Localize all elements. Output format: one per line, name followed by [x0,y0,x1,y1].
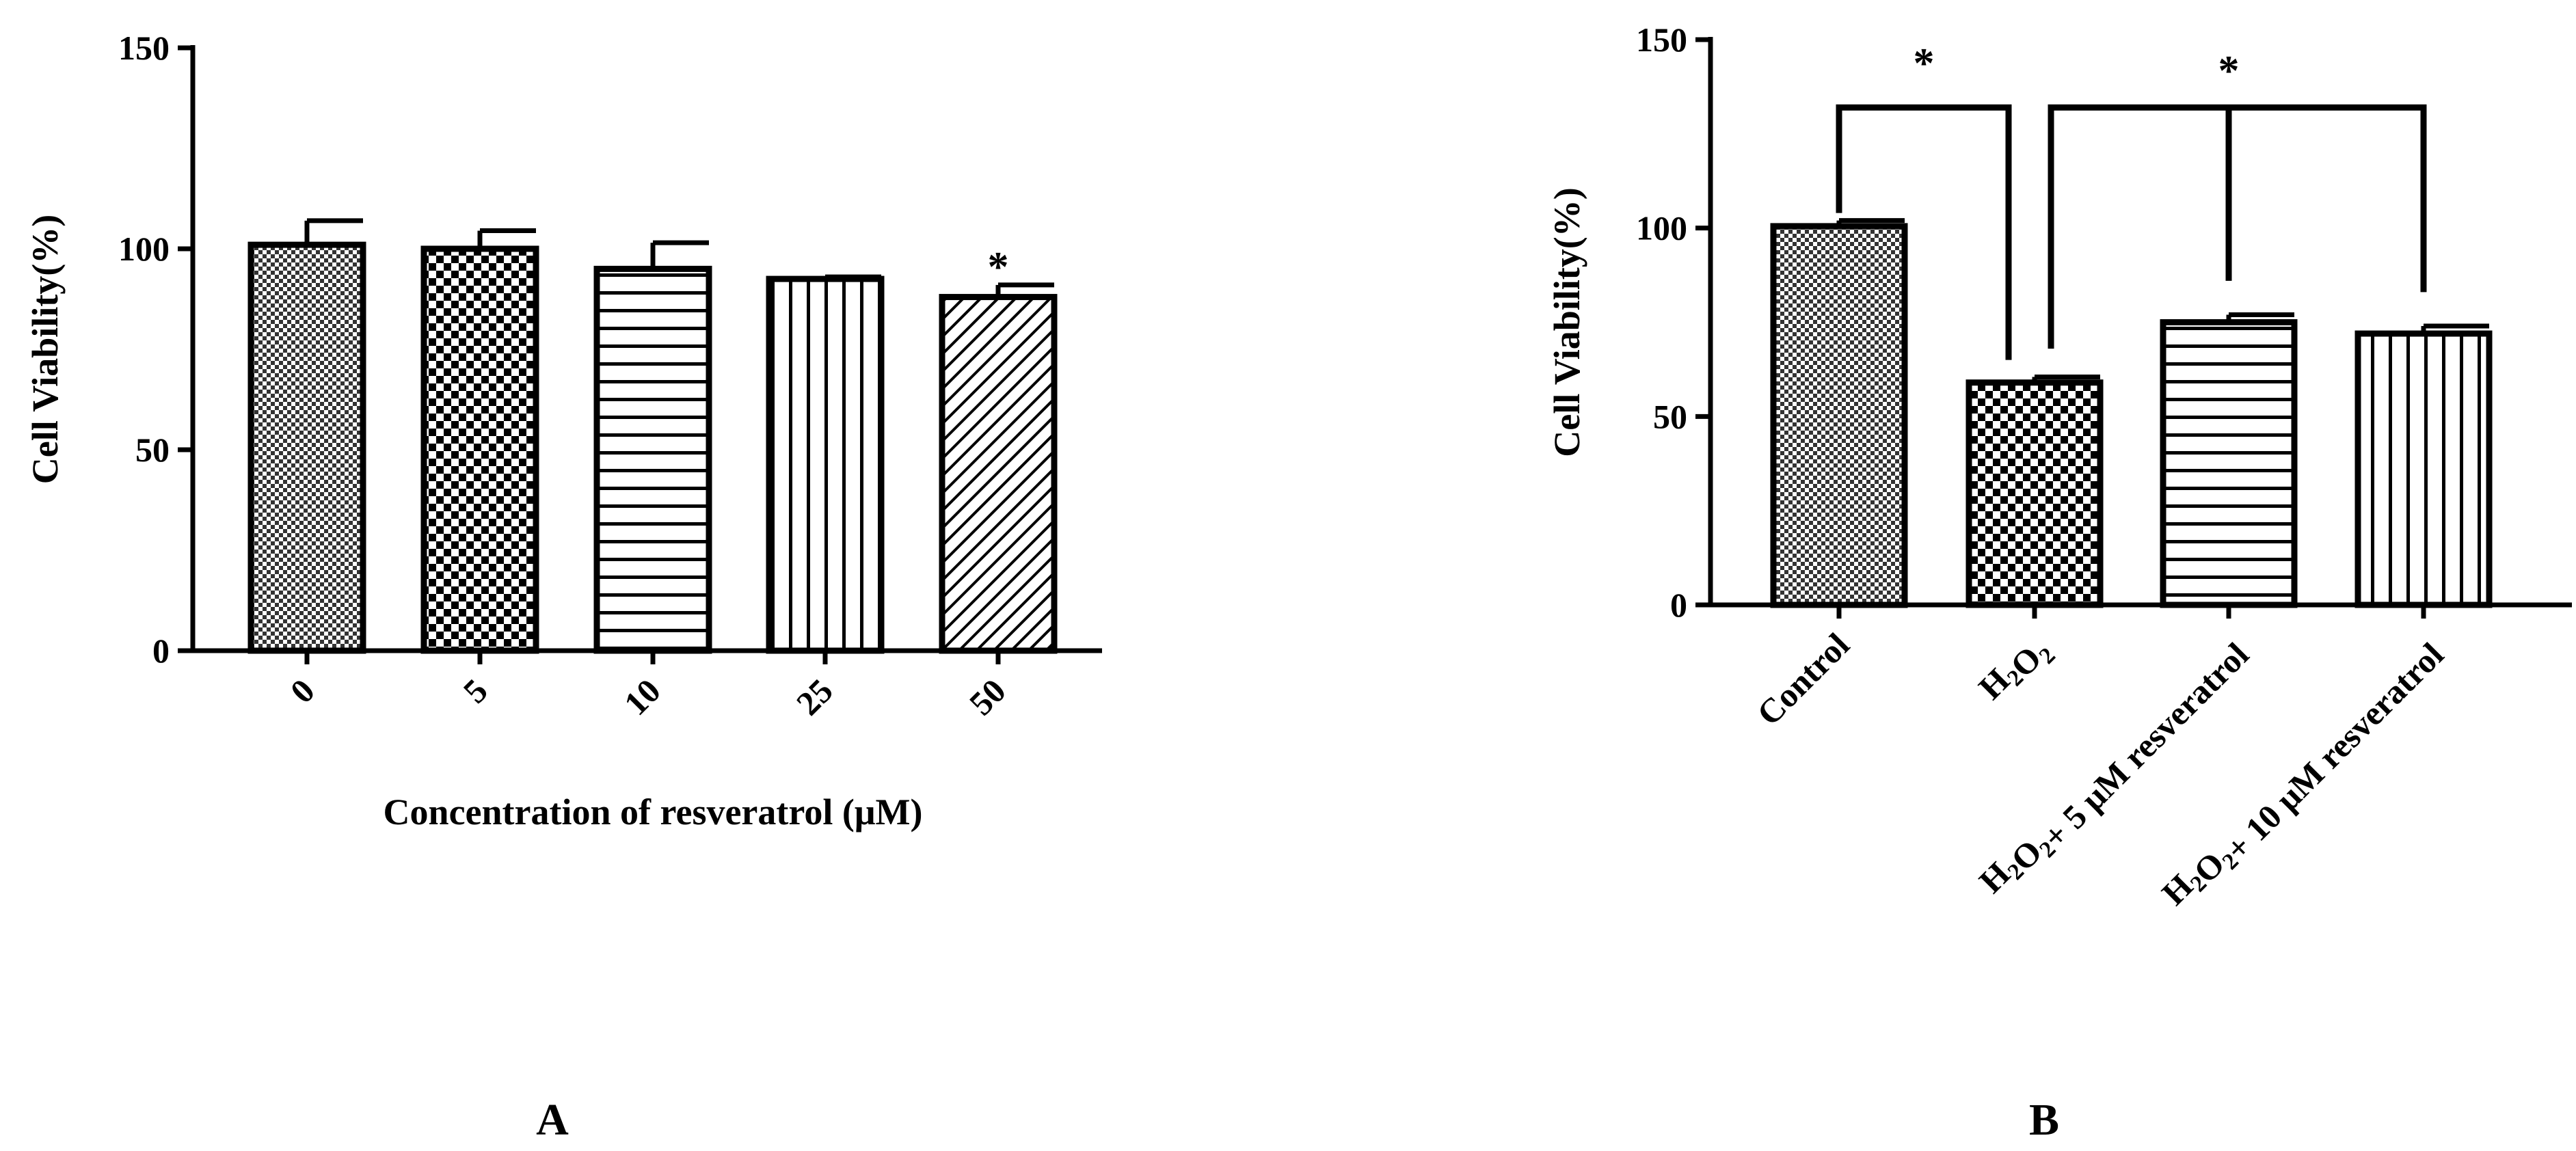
y-tick-label: 50 [1653,397,1687,435]
x-tick-label: 5 [456,671,495,710]
bar [766,275,885,654]
bar [2354,330,2493,608]
x-axis-title: Concentration of resveratrol (μM) [384,791,923,832]
bar [1770,223,1908,608]
y-tick-label: 50 [135,431,170,469]
significance-bracket [1836,104,2012,360]
bar [2160,319,2298,608]
label-part: Control [1749,625,1857,733]
x-tick-label: 0 [283,671,322,710]
y-tick-label: 0 [1670,586,1687,624]
bar [939,294,1058,654]
significance-bracket [2048,104,2427,349]
y-axis-title: Cell Viability(%) [1546,187,1587,457]
bar [247,241,366,654]
bar [593,265,712,654]
y-tick-label: 150 [1636,21,1687,59]
panel-label-a: A [536,1095,569,1145]
x-tick-label: 10 [617,671,668,722]
significance-star: * [1914,40,1935,87]
x-tick-label: 25 [789,671,840,722]
panel-label-b: B [2029,1095,2059,1145]
y-tick-label: 0 [152,632,170,670]
y-axis-title: Cell Viability(%) [25,215,66,484]
x-tick-label: 50 [962,671,1013,722]
x-tick-label: Control [1749,625,1857,733]
y-tick-label: 100 [118,230,170,268]
label-part: + 10 μM resveratrol [2218,635,2451,868]
y-tick-label: 150 [118,29,170,67]
bar [1965,379,2104,608]
label-part: + 5 μM resveratrol [2035,635,2256,856]
x-tick-label: H2O2 [1971,625,2061,715]
significance-star: * [988,244,1009,290]
significance-star: * [2218,48,2240,94]
y-tick-label: 100 [1636,209,1687,247]
bar [420,245,539,654]
panel-a-chart: 0 50 100 150 0 5 10 25 50 * Cell Viability(%) Conce… [25,29,1102,1145]
